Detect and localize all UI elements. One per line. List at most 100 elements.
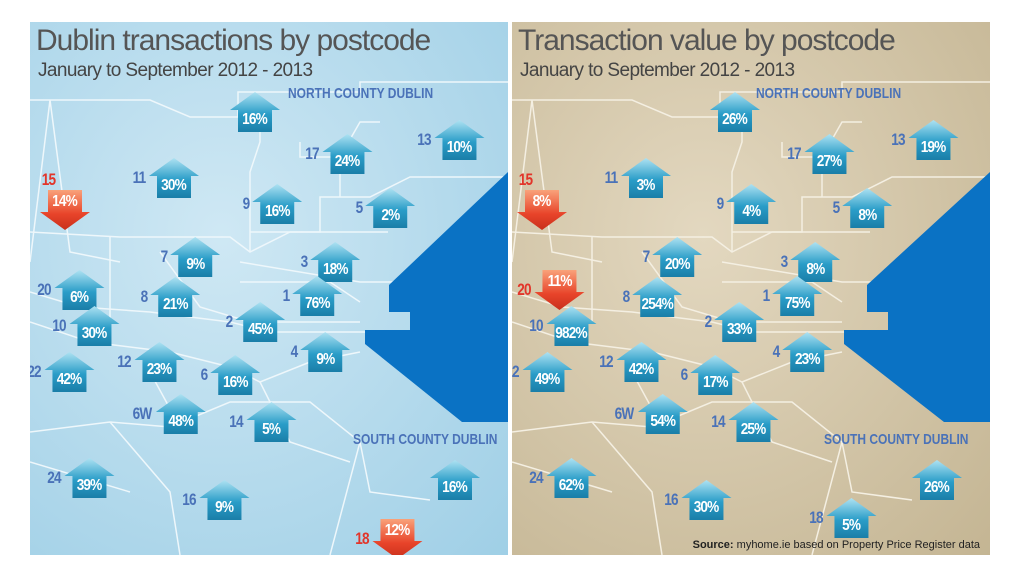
change-percent: 5% (262, 421, 281, 438)
change-percent: 54% (650, 413, 676, 430)
postcode-number: 15 (41, 170, 56, 189)
postcode-marker: 2 33% (704, 302, 765, 342)
south-county-dublin-label: SOUTH COUNTY DUBLIN (824, 431, 969, 448)
postcode-marker: 13 19% (890, 120, 959, 160)
postcode-marker: 5 8% (832, 188, 893, 228)
change-percent: 14% (52, 193, 79, 210)
down-arrow-icon: 11% (534, 270, 585, 310)
change-percent: 20% (664, 256, 691, 273)
postcode-marker: 14 25% (710, 402, 779, 442)
up-arrow-icon: 5% (246, 402, 297, 442)
postcode-marker: 9 4% (716, 184, 777, 224)
postcode-marker: 1 76% (282, 276, 343, 316)
change-percent: 16% (264, 203, 291, 220)
up-arrow-icon: 3% (620, 158, 671, 198)
change-percent: 8% (806, 261, 825, 278)
change-percent: 17% (702, 374, 729, 391)
postcode-marker: 12 23% (116, 342, 185, 382)
source-label: Source: (692, 539, 734, 551)
postcode-number: 22 (512, 362, 520, 381)
postcode-marker: 6W 54% (612, 394, 688, 434)
up-arrow-icon: 42% (616, 342, 667, 382)
up-arrow-icon: 254% (632, 277, 683, 317)
up-arrow-icon: 20% (652, 237, 703, 277)
postcode-marker: 18 5% (808, 498, 877, 538)
postcode-marker: 17 24% (304, 134, 373, 174)
postcode-marker: 8 21% (140, 277, 201, 317)
change-percent: 39% (77, 477, 103, 494)
postcode-number: 6W (132, 404, 153, 423)
up-arrow-icon: 21% (150, 277, 201, 317)
down-arrow-icon: 8% (517, 190, 567, 230)
postcode-number: 9 (242, 194, 251, 213)
up-arrow-icon: 75% (772, 276, 823, 316)
postcode-number: 2 (704, 312, 713, 331)
change-percent: 19% (921, 139, 947, 156)
change-percent: 23% (794, 351, 821, 368)
postcode-marker: 7 9% (160, 237, 221, 277)
change-percent: 8% (858, 207, 877, 224)
postcode-marker: 8 254% (622, 277, 683, 317)
change-percent: 6% (70, 289, 89, 306)
postcode-number: 17 (305, 144, 319, 163)
postcode-number: 22 (30, 362, 42, 381)
postcode-number: 12 (599, 352, 613, 371)
change-percent: 2% (381, 207, 400, 224)
postcode-number: 14 (711, 412, 725, 431)
change-percent: 26% (722, 111, 749, 128)
map-subtitle: January to September 2012 - 2013 (520, 60, 795, 81)
up-arrow-icon: 16% (210, 355, 261, 395)
change-percent: 49% (535, 371, 561, 388)
change-percent: 18% (322, 261, 349, 278)
postcode-number: 11 (604, 168, 619, 187)
change-percent: 27% (817, 153, 843, 170)
postcode-marker: 6 16% (200, 355, 261, 395)
up-arrow-icon: 49% (522, 352, 573, 392)
up-arrow-icon: 39% (64, 458, 115, 498)
postcode-marker: 5 2% (355, 188, 416, 228)
change-percent: 45% (247, 321, 274, 338)
postcode-number: 6 (680, 365, 689, 384)
up-arrow-icon: 26% (912, 460, 962, 500)
postcode-number: 18 (809, 508, 823, 527)
change-percent: 3% (637, 177, 656, 194)
north-county-dublin-label: NORTH COUNTY DUBLIN (756, 85, 902, 102)
postcode-marker: 6 17% (680, 355, 741, 395)
up-arrow-icon: 17% (690, 355, 741, 395)
change-percent: 254% (641, 296, 674, 313)
up-arrow-icon: 27% (804, 134, 855, 174)
postcode-marker: 26% (912, 460, 962, 500)
change-percent: 24% (335, 153, 361, 170)
postcode-marker: 22 42% (30, 352, 95, 392)
up-arrow-icon: 23% (134, 342, 185, 382)
postcode-marker: 20 6% (36, 270, 105, 310)
postcode-marker: 6W 48% (130, 394, 206, 434)
postcode-number: 4 (772, 342, 781, 361)
postcode-number: 24 (529, 468, 543, 487)
change-percent: 62% (559, 477, 585, 494)
up-arrow-icon: 54% (637, 394, 688, 434)
postcode-marker: 10 30% (51, 306, 120, 346)
postcode-number: 13 (417, 130, 431, 149)
change-percent: 42% (629, 361, 655, 378)
change-percent: 982% (555, 325, 588, 342)
change-percent: 30% (161, 177, 188, 194)
up-arrow-icon: 10% (434, 120, 485, 160)
change-percent: 12% (385, 522, 411, 539)
change-percent: 16% (222, 374, 249, 391)
postcode-marker: 14 5% (228, 402, 297, 442)
change-percent: 76% (304, 295, 331, 312)
map-title: Dublin transactions by postcode (36, 24, 431, 57)
postcode-number: 20 (37, 280, 51, 299)
postcode-marker: 24 62% (528, 458, 597, 498)
source-note: Source: myhome.ie based on Property Pric… (693, 539, 980, 551)
up-arrow-icon: 6% (54, 270, 105, 310)
postcode-number: 4 (290, 342, 299, 361)
postcode-marker: 16% (430, 460, 480, 500)
up-arrow-icon: 16% (252, 184, 303, 224)
postcode-marker: 4 23% (772, 332, 833, 372)
change-percent: 25% (741, 421, 767, 438)
postcode-number: 6W (614, 404, 635, 423)
postcode-marker: 15 14% (40, 170, 90, 230)
change-percent: 26% (924, 479, 951, 496)
